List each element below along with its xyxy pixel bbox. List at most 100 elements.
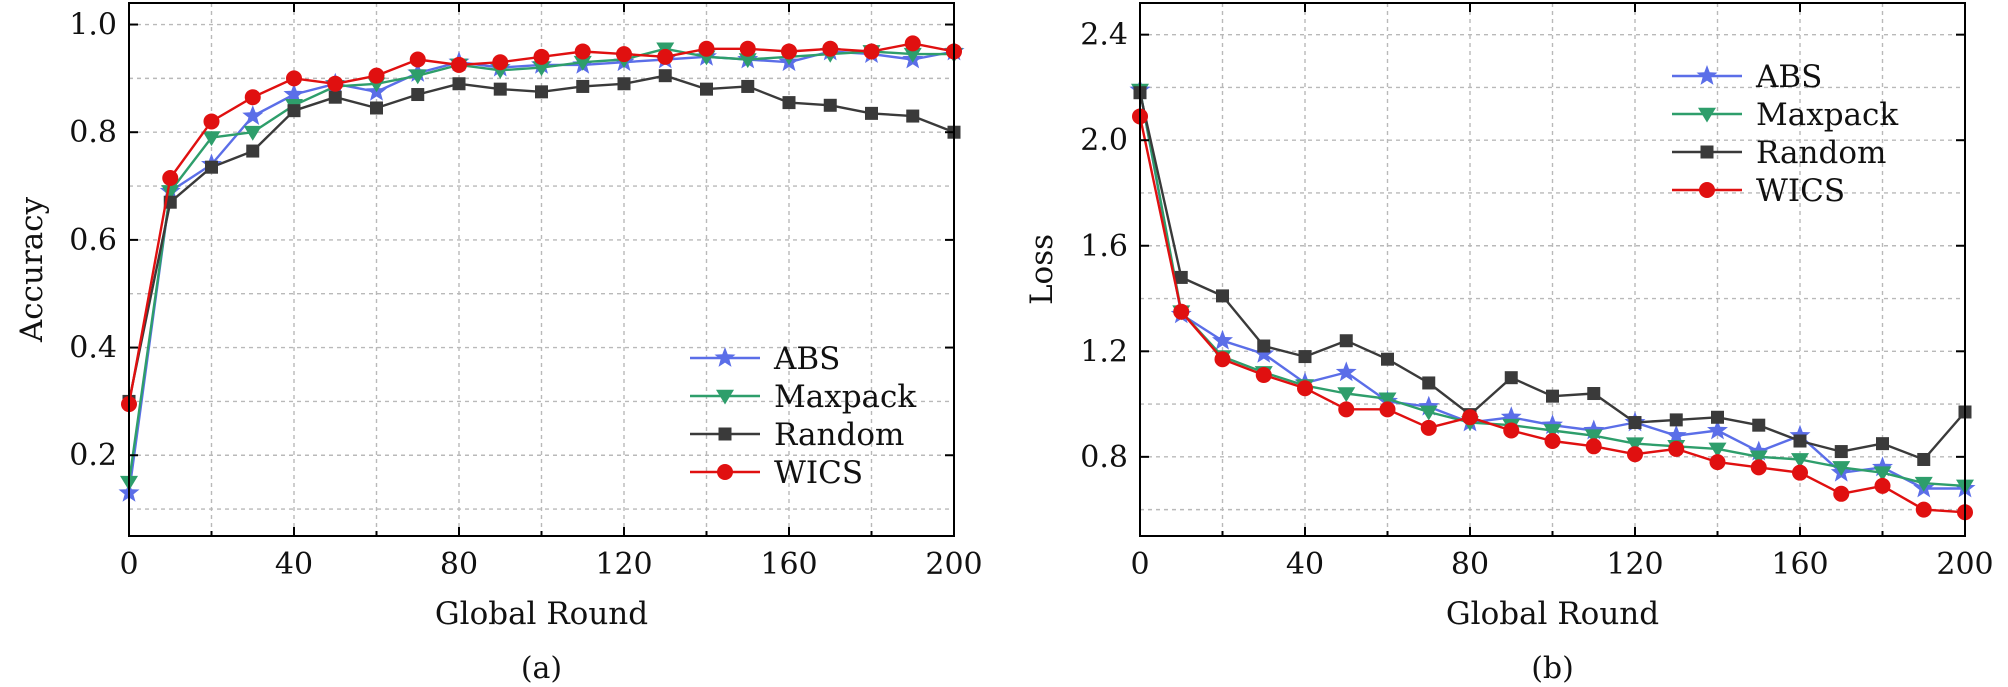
x-tick-label-b: 200 [1936,547,1993,582]
data-point-wics-b [1462,409,1478,426]
data-point-maxpack-a [903,47,922,63]
data-point-maxpack-a [161,185,180,200]
y-tick-label-b: 1.2 [1080,334,1128,369]
data-point-maxpack-b [1791,453,1809,469]
data-point-random-a [617,77,631,91]
y-tick-label-a: 0.8 [69,115,117,150]
data-point-random-a [493,82,507,96]
data-point-abs-b [1418,395,1440,416]
data-point-wics-b [1709,454,1726,471]
data-point-abs-a [242,105,264,125]
data-point-random-b [1339,334,1353,348]
data-point-abs-b [1212,329,1233,350]
series-b [1129,79,1976,521]
data-point-random-b [1298,350,1312,364]
data-point-wics-b [1627,446,1643,463]
data-point-maxpack-b [1337,387,1356,403]
data-point-random-a [535,85,548,99]
data-point-random-a [741,79,755,93]
x-tick-label-a: 40 [275,547,313,582]
data-point-wics-a [409,51,426,68]
data-point-wics-b [1255,367,1272,384]
data-point-random-b [1793,434,1807,448]
data-point-maxpack-a [532,61,551,77]
series-a [118,35,965,502]
y-tick-label-b: 1.6 [1080,229,1128,264]
data-point-random-a [287,104,301,118]
data-point-random-a [906,109,920,123]
legend-label-wics-a: WICS [774,455,863,491]
legend-label-wics-b: WICS [1756,173,1845,209]
legend-marker-maxpack-a [716,389,734,405]
legend-marker-random-b [1700,145,1714,159]
x-tick-label-a: 120 [595,547,652,582]
data-point-random-a [658,69,672,83]
data-point-maxpack-b [1626,437,1644,453]
data-point-random-a [205,160,218,174]
data-point-wics-a [616,46,632,63]
panel-accuracy: 0 40 80 120 160 200 0.2 0.4 0.6 0.8 1.0 Global Rou… [14,2,983,686]
data-point-wics-a [863,43,880,60]
y-axis-label-b: Loss [1024,234,1060,305]
data-point-wics-b [1173,303,1190,320]
grid-a [129,3,954,536]
x-tick-label-b: 0 [1130,547,1149,582]
x-tick-label-a: 160 [760,547,817,582]
data-point-wics-b [1585,438,1602,455]
data-point-abs-b [1253,342,1275,363]
x-axis-label-b: Global Round [1446,596,1659,632]
data-point-wics-a [781,43,797,60]
data-point-wics-a [657,48,674,65]
ticks-b: 0 40 80 120 160 200 0.8 1.2 1.6 2.0 2.4 [1080,3,1994,582]
legend-marker-abs-a [714,347,736,367]
data-point-maxpack-a [243,125,262,141]
subfigure-caption-a: (a) [521,651,562,686]
legend-marker-maxpack-b [1698,107,1716,123]
data-point-maxpack-a [738,53,757,69]
data-point-random-a [246,144,260,158]
data-point-maxpack-a [573,55,592,71]
data-point-wics-a [244,89,261,106]
data-point-wics-a [822,40,839,57]
legend-label-abs-a: ABS [773,341,840,377]
legend-marker-wics-b [1699,182,1715,198]
data-point-random-b [1546,389,1559,403]
data-point-random-b [1422,376,1436,390]
data-point-wics-b [1338,401,1355,418]
legend-label-random-a: Random [774,417,904,453]
data-point-random-b [1381,352,1394,366]
legend-marker-random-a [718,427,732,441]
data-point-wics-a [533,48,550,65]
data-point-wics-a [451,56,467,73]
grid-b [1140,3,1965,536]
data-point-maxpack-b [1708,442,1727,458]
data-point-wics-b [1874,477,1891,494]
data-point-wics-b [1503,422,1520,439]
data-point-wics-b [1792,464,1808,481]
legend-label-maxpack-a: Maxpack [774,379,916,415]
data-point-abs-b [1500,406,1522,427]
panel-loss: 0 40 80 120 160 200 0.8 1.2 1.6 2.0 2.4 Global Rou… [1024,2,1994,686]
data-point-wics-b [1214,351,1231,368]
y-tick-label-a: 0.4 [69,331,117,366]
legend-label-maxpack-b: Maxpack [1756,97,1898,133]
data-point-random-b [1876,437,1889,451]
data-point-random-b [1711,410,1724,424]
data-point-maxpack-a [202,131,221,147]
x-tick-label-b: 80 [1451,547,1489,582]
data-point-abs-b [1665,424,1687,445]
y-tick-label-a: 0.6 [69,223,117,258]
data-point-wics-a [739,40,756,57]
data-point-wics-a [368,67,385,84]
data-point-random-b [1587,387,1601,401]
data-point-wics-a [203,113,220,130]
y-axis-label-a: Accuracy [14,196,50,343]
x-tick-label-b: 120 [1606,547,1663,582]
x-tick-label-b: 160 [1771,547,1828,582]
y-tick-label-a: 1.0 [69,8,117,43]
data-point-random-a [865,106,878,120]
data-point-maxpack-a [408,69,427,85]
